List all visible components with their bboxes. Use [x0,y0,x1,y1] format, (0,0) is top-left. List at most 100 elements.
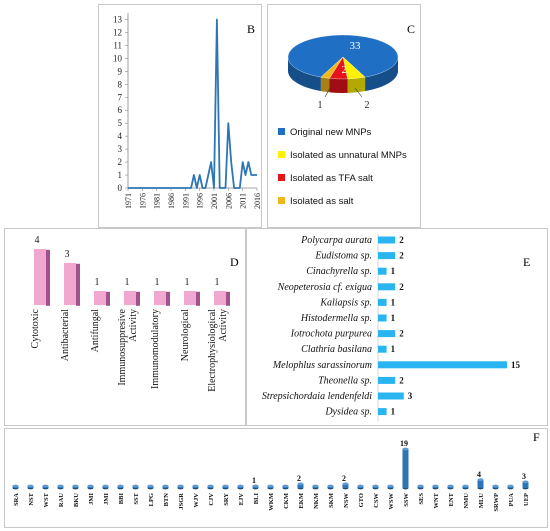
category-label: Antibacterial [60,309,71,361]
category-label: Activity [218,309,229,342]
panel-b-letter: B [247,22,256,36]
bar [402,449,409,488]
category-label: NKM [313,493,320,509]
bar [378,236,396,244]
category-label: Melophlus sarassinorum [272,360,372,371]
pie-label-salt: 1 [318,100,323,111]
bar-cap [222,484,229,488]
category-label: Strepsichordaia lendenfeldi [262,391,372,402]
bar-side [106,291,110,306]
legend-swatch [278,197,285,204]
category-label: JMI [88,493,95,505]
legend-swatch [278,151,285,158]
panel-e-frame [246,228,548,426]
category-label: WSW [388,493,395,510]
bar-cap [447,484,454,488]
bar-cap [57,484,64,488]
category-label: BTN [163,493,170,507]
bar-cap [372,484,379,488]
bar [342,483,349,488]
legend-label: Isolated as TFA salt [290,173,373,184]
category-label: ENT [448,492,455,506]
y-tick-label-b: 3 [118,144,123,154]
bar-cap [462,484,469,488]
category-label: BLI [253,493,260,505]
bar-cap [192,484,199,488]
category-label: NSW [343,493,350,508]
category-label: JSGR [178,493,185,510]
x-tick-label-b: 1996 [196,193,205,209]
bar-value-label: 2 [399,329,404,339]
pie-side-wall [365,57,398,92]
y-tick-label-b: 5 [118,118,123,128]
x-tick-label-b: 1976 [138,193,147,209]
category-label: Antifungal [90,309,101,353]
category-label: Neopeterosia cf. exigua [277,282,372,293]
category-label: Immunomodulatory [150,309,161,389]
category-label: LPG [148,493,155,506]
bar-value-label: 2 [399,282,404,292]
y-tick-label-b: 11 [113,40,122,50]
category-label: Electrophysiological [207,309,218,392]
category-label: SRA [13,493,20,506]
legend-label: Isolated as unnatural MNPs [290,150,407,161]
bar-value-label: 1 [391,313,396,323]
legend-swatch [278,174,285,181]
bar-chart-f: SRA NST WST RAU BKU JMI JMI BBI SST LPG BTN JSGR WJV… [12,439,530,512]
category-label: BKU [73,493,80,507]
y-tick-label-b: 6 [118,105,123,115]
category-label: SRWP [493,493,500,512]
bar-cap [297,482,304,486]
bar-cap [27,484,34,488]
category-label: Dysidea sp. [324,407,372,418]
category-label: Theonella sp. [318,375,372,386]
bar-value-label: 19 [400,439,408,448]
category-label: SKM [328,493,335,508]
category-label: WST [43,492,50,507]
category-label: JMI [103,493,110,505]
bar [378,283,396,291]
category-label: SST [133,492,140,504]
category-label: SRY [223,493,230,506]
bar-cap [12,484,19,488]
bar [522,481,529,488]
pie-label-original: 33 [350,40,362,52]
bar [378,376,396,384]
bar-cap [477,478,484,482]
bar [184,291,196,305]
bar-chart-e: 2 Polycarpa aurata 2 Eudistoma sp. 1 Cinachyr… [262,234,521,422]
bar-value-label: 3 [408,391,413,401]
series-line-b [128,18,257,189]
category-label: CJV [208,493,215,506]
category-label: Neurological [180,309,191,361]
bar-cap [42,484,49,488]
bar-cap [147,484,154,488]
bar-value-label: 1 [125,277,130,288]
pie-side-wall [320,77,330,93]
bar-cap [522,480,529,484]
category-label: RAU [58,493,65,507]
bar-cap [282,484,289,488]
y-tick-label-b: 1 [118,170,123,180]
leader-line [324,87,331,98]
category-label: WKM [268,493,275,511]
bar-value-label: 1 [391,266,396,276]
bar-cap [417,484,424,488]
category-label: CKM [283,493,290,509]
bar-value-label: 1 [391,344,396,354]
bar-cap [327,484,334,488]
bar-value-label: 2 [297,474,301,483]
bar [94,291,106,305]
leader-line [354,87,363,98]
y-tick-label-b: 8 [118,79,123,89]
bar-cap [507,484,514,488]
pie-label-unnatural: 2 [365,100,370,111]
bar-value-label: 1 [155,277,160,288]
y-tick-label-b: 10 [113,53,123,63]
bar [297,483,304,488]
category-label: EJV [238,493,245,506]
panel-c-frame [267,4,421,228]
bar-value-label: 15 [511,360,521,370]
bar-side [76,263,80,306]
